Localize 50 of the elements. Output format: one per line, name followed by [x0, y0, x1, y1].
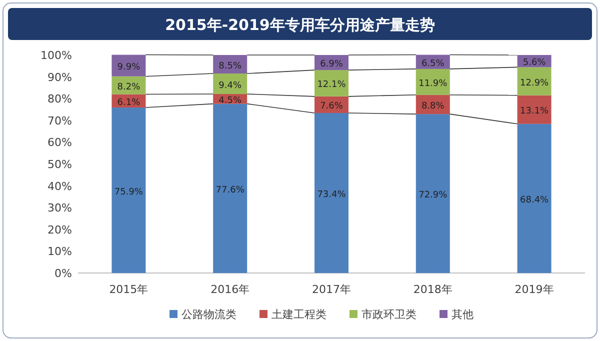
x-tick-label: 2018年 — [413, 283, 452, 296]
data-label: 12.1% — [317, 80, 346, 90]
data-label: 77.6% — [216, 185, 245, 196]
bar — [213, 104, 248, 273]
data-label: 5.6% — [522, 58, 546, 68]
y-tick-label: 90% — [48, 70, 72, 84]
bar — [517, 95, 552, 124]
legend-label: 公路物流类 — [182, 308, 236, 321]
data-label: 9.9% — [117, 62, 141, 73]
bar — [416, 114, 450, 273]
data-label: 9.4% — [218, 80, 242, 91]
y-tick-label: 50% — [48, 158, 72, 171]
y-tick-label: 70% — [48, 114, 72, 128]
x-tick-label: 2016年 — [210, 283, 250, 296]
bar — [517, 124, 552, 273]
data-label: 12.9% — [520, 78, 550, 88]
data-label: 7.6% — [320, 102, 344, 112]
y-tick-label: 30% — [48, 202, 72, 215]
data-label: 75.9% — [114, 187, 144, 198]
legend-label: 其他 — [452, 308, 474, 321]
bar — [314, 70, 348, 96]
y-tick-label: 40% — [48, 180, 72, 193]
data-label: 6.1% — [117, 98, 141, 108]
data-label: 73.4% — [317, 190, 346, 200]
y-tick-label: 60% — [48, 136, 72, 150]
bar — [112, 108, 146, 273]
data-label: 68.4% — [520, 195, 550, 206]
legend-label: 土建工程类 — [272, 308, 326, 321]
x-tick-label: 2019年 — [514, 283, 554, 296]
data-label: 6.5% — [421, 58, 445, 69]
y-tick-label: 20% — [48, 223, 72, 236]
x-tick-label: 2017年 — [312, 283, 351, 296]
data-label: 11.9% — [418, 78, 448, 89]
bar — [416, 68, 450, 95]
data-label: 8.2% — [117, 82, 141, 92]
data-label: 72.9% — [418, 190, 448, 201]
chart-title: 2015年-2019年专用车分用途产量走势 — [165, 16, 435, 34]
legend-label: 市政环卫类 — [362, 308, 416, 321]
y-tick-label: 10% — [48, 245, 72, 258]
x-tick-label: 2015年 — [109, 283, 148, 296]
y-tick-label: 80% — [48, 92, 72, 106]
y-tick-label: 100% — [40, 49, 72, 62]
bar — [314, 112, 348, 273]
data-label: 4.5% — [218, 96, 242, 106]
y-tick-label: 0% — [54, 267, 72, 280]
data-label: 8.8% — [421, 101, 445, 112]
data-label: 13.1% — [520, 106, 550, 117]
bar — [517, 67, 552, 96]
data-label: 6.9% — [320, 60, 344, 70]
data-label: 8.5% — [218, 61, 242, 72]
